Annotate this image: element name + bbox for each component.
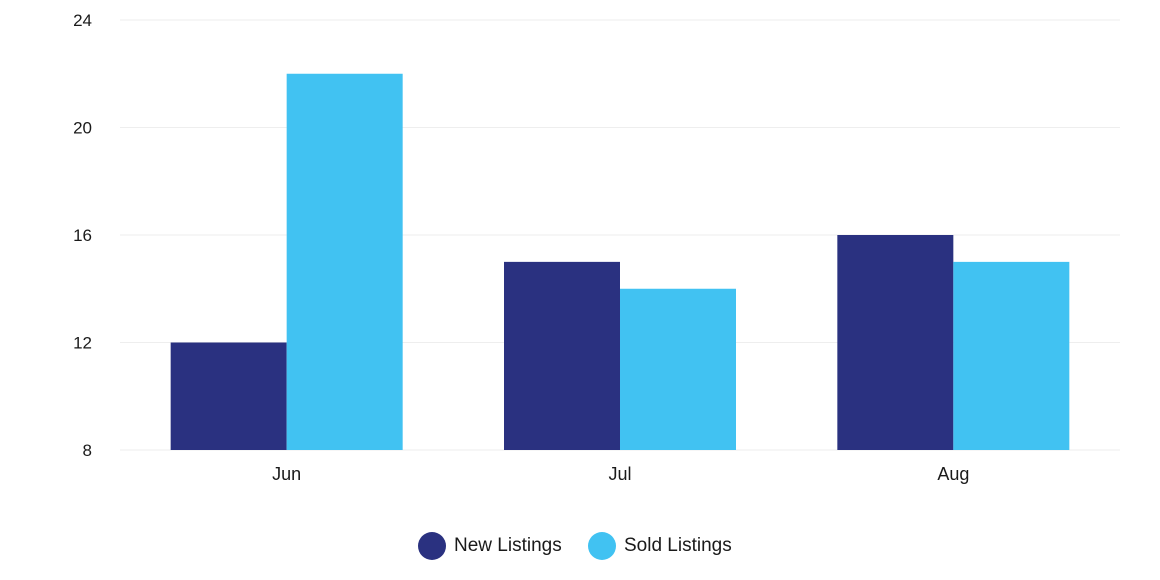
x-axis-ticks: Jun Jul Aug bbox=[272, 464, 969, 484]
y-tick-label: 8 bbox=[83, 441, 92, 460]
x-tick-label: Aug bbox=[937, 464, 969, 484]
bar-new-listings-jul[interactable] bbox=[504, 261, 620, 450]
y-tick-label: 24 bbox=[73, 11, 92, 30]
bar-sold-listings-aug[interactable] bbox=[953, 261, 1070, 450]
y-tick-label: 12 bbox=[73, 334, 92, 353]
legend: New Listings Sold Listings bbox=[418, 532, 732, 560]
y-tick-label: 16 bbox=[73, 226, 92, 245]
x-tick-label: Jun bbox=[272, 464, 301, 484]
bar-new-listings-jun[interactable] bbox=[170, 342, 287, 451]
bar-sold-listings-jul[interactable] bbox=[620, 288, 736, 450]
y-axis-ticks: 8 12 16 20 24 bbox=[73, 11, 92, 460]
legend-swatch bbox=[588, 532, 616, 560]
bar-sold-listings-jun[interactable] bbox=[286, 73, 403, 450]
bar-group bbox=[170, 73, 1070, 451]
bar-new-listings-aug[interactable] bbox=[837, 235, 954, 450]
legend-label[interactable]: New Listings bbox=[454, 535, 562, 556]
legend-swatch bbox=[418, 532, 446, 560]
legend-label[interactable]: Sold Listings bbox=[624, 535, 732, 556]
x-tick-label: Jul bbox=[608, 464, 631, 484]
y-tick-label: 20 bbox=[73, 119, 92, 138]
